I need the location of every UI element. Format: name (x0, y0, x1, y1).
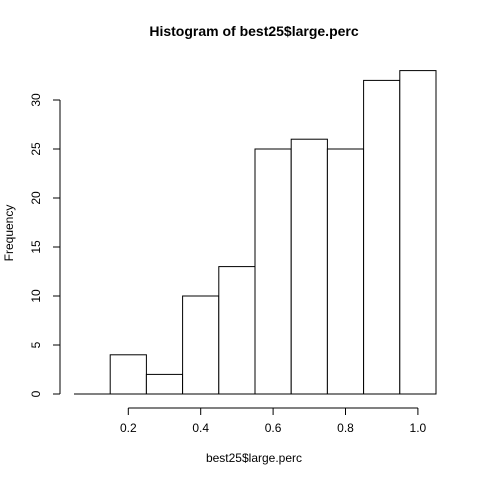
y-tick-label: 0 (29, 390, 43, 397)
y-tick-label: 25 (29, 142, 43, 156)
histogram-bar (363, 79, 401, 395)
x-tick-label: 1.0 (410, 421, 427, 435)
histogram-bar (290, 138, 328, 395)
y-tick-label: 15 (29, 240, 43, 254)
x-tick-label: 0.4 (192, 421, 209, 435)
y-axis: 0 5 10 15 20 25 30 (29, 93, 61, 397)
x-tick-label: 0.2 (120, 421, 137, 435)
histogram-bar (109, 354, 147, 395)
chart-title: Histogram of best25$large.perc (149, 23, 359, 39)
histogram-bar (218, 266, 256, 395)
y-tick-label: 30 (29, 93, 43, 107)
x-tick-label: 0.6 (265, 421, 282, 435)
histogram-bar (326, 148, 365, 395)
y-tick-label: 10 (29, 289, 43, 303)
histogram-bar (254, 148, 292, 395)
y-tick-label: 20 (29, 191, 43, 205)
histogram-bar (182, 295, 220, 395)
histogram-bar (145, 373, 184, 395)
bars-group (74, 70, 437, 395)
x-tick-label: 0.8 (337, 421, 354, 435)
x-axis: 0.2 0.4 0.6 0.8 1.0 (120, 407, 427, 435)
histogram-bar (399, 70, 437, 395)
y-axis-label: Frequency (2, 205, 16, 262)
y-tick-label: 5 (29, 341, 43, 348)
x-axis-label: best25$large.perc (206, 451, 302, 465)
